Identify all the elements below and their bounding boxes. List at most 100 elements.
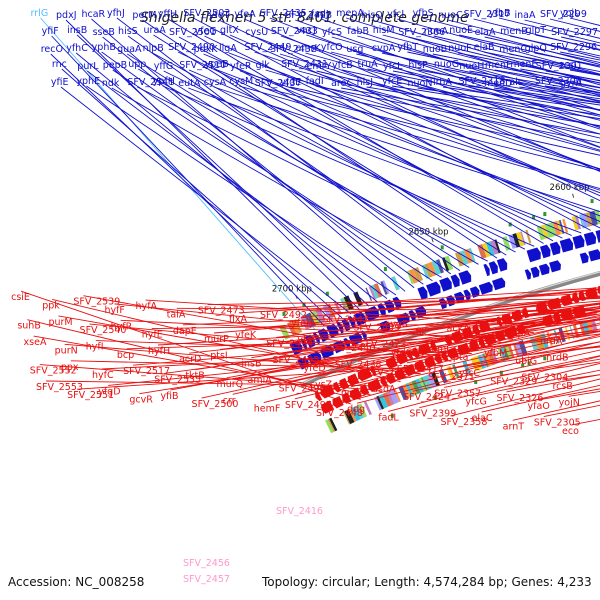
gene-label: SFV_2510 (179, 60, 226, 71)
gene-label: menF (485, 60, 512, 71)
gene-leader-line (101, 51, 424, 285)
gene-label: yfiE (51, 77, 69, 88)
gene-leader-line (64, 343, 421, 374)
gene-label: SFV_2304 (521, 373, 568, 384)
gene-label: hcaR (81, 9, 105, 20)
rrna-marker (325, 291, 329, 296)
cog-stripe (399, 272, 408, 288)
gene-label: SFV_2357 (434, 388, 481, 399)
cog-stripe (502, 236, 511, 251)
gene-label: hyfR (111, 321, 133, 332)
cog-stripe (408, 268, 419, 284)
gene-label: murQ (216, 379, 243, 390)
cog-stripe (343, 411, 351, 425)
gene-label: yfcL (383, 61, 403, 72)
cog-stripe (536, 225, 545, 241)
gene-label: SFV_2424 (403, 392, 450, 403)
kbp-tick-mark (572, 193, 575, 198)
gene-label: hisQ (362, 10, 383, 21)
gene-label: SFV_2535 (154, 374, 201, 385)
gene-label: ligA (219, 43, 237, 54)
gene-leader-line (456, 307, 600, 323)
gene-leader-line (468, 85, 600, 106)
gene-leader-line (238, 292, 600, 314)
gene-label: yfiB (160, 391, 178, 402)
cog-stripe (459, 250, 469, 265)
forward-gene-arrow (524, 269, 532, 280)
gene-label: cvpA (372, 43, 396, 54)
forward-gene-arrow (408, 310, 416, 321)
gene-label: SFV_2301 (536, 61, 583, 72)
gene-leader-line (87, 70, 388, 299)
gene-label: SFV_2497 (285, 400, 332, 411)
gene-label: hisS (118, 26, 138, 37)
gene-label: SFV_2413 (366, 368, 413, 379)
cog-stripe (386, 391, 395, 405)
gene-label: SFV_2326 (496, 393, 543, 404)
cog-stripe (540, 224, 549, 240)
gene-label: SFV_2435 (260, 8, 307, 19)
cog-stripe (499, 346, 508, 362)
cog-stripe (350, 406, 361, 422)
gene-leader-line (65, 19, 361, 311)
gene-leader-line (381, 335, 600, 384)
cog-stripe (418, 377, 427, 392)
gene-label: SFV_2440 (328, 343, 375, 354)
cog-stripe (389, 389, 400, 404)
gene-leader-line (418, 69, 600, 104)
gene-leader-line (20, 290, 351, 405)
reverse-gene-arrow (321, 400, 335, 414)
cog-stripe (549, 222, 557, 237)
kbp-tick-label: 2600 kbp (550, 183, 590, 193)
pseudogene-label: SFV_2456 (183, 558, 230, 569)
cog-stripe (458, 361, 468, 376)
gene-label: yfcO (321, 42, 343, 53)
gene-label: uraA (144, 25, 167, 36)
gene-leader-line (307, 296, 600, 335)
gene-leader-line (375, 324, 600, 367)
cog-stripe (424, 263, 433, 278)
gene-label: eco (562, 426, 579, 437)
forward-gene-arrow (588, 249, 600, 262)
cog-stripe (413, 266, 424, 282)
gene-label: yffG (154, 61, 174, 72)
gene-label: usg (346, 44, 363, 55)
gene-leader-line (213, 86, 600, 213)
gene-label: yojN (559, 397, 580, 408)
pseudogene-label: SFV_2416 (276, 506, 323, 517)
cog-stripe (361, 402, 369, 417)
cog-stripe (448, 254, 456, 269)
gene-leader-line (265, 69, 600, 170)
gene-label: fadI (306, 76, 324, 87)
gene-label: gcvR (129, 395, 153, 406)
cog-stripe (574, 215, 582, 230)
gene-label: crr (223, 395, 236, 406)
cog-stripe (521, 230, 530, 245)
cog-stripe (512, 233, 521, 248)
gene-label: hyfF (104, 305, 124, 316)
gene-label: yphE (76, 76, 100, 87)
rrna-marker (474, 380, 478, 385)
gene-label: hemF (254, 404, 281, 415)
cog-stripe (340, 298, 348, 312)
cog-stripe (473, 245, 482, 261)
cog-stripe (564, 217, 574, 233)
gene-label: sseB (93, 27, 115, 38)
gene-leader-line (331, 36, 600, 116)
gene-label: nrdA (540, 336, 563, 347)
cog-stripe (403, 271, 412, 286)
gene-label: pdxK (194, 44, 219, 55)
gene-label: SFV_2300 (535, 76, 582, 87)
gene-label: yfhC (66, 43, 88, 54)
cog-stripe (328, 417, 338, 432)
cog-stripe (497, 348, 504, 362)
gene-label: nuoH (459, 61, 484, 72)
gene-label: SFV_2432 (270, 44, 317, 55)
forward-gene-arrow (463, 289, 471, 301)
rrna-marker (532, 215, 536, 220)
gene-label: menB (500, 26, 528, 37)
rrna-marker (433, 395, 437, 400)
gene-leader-line (27, 319, 361, 400)
gene-leader-line (77, 364, 442, 390)
gene-leader-line (394, 296, 600, 319)
